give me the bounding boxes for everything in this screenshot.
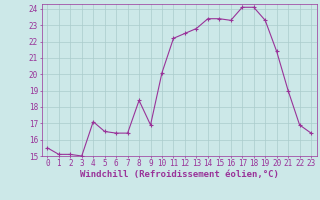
X-axis label: Windchill (Refroidissement éolien,°C): Windchill (Refroidissement éolien,°C) (80, 170, 279, 179)
